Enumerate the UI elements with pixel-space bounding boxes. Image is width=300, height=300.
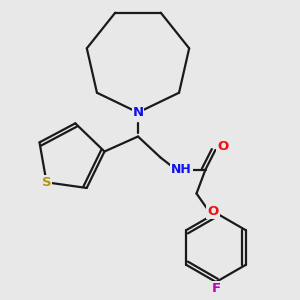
Text: N: N [132,106,144,119]
Text: F: F [212,282,220,295]
Text: S: S [42,176,51,189]
Text: O: O [217,140,229,154]
Text: O: O [207,205,219,218]
Text: NH: NH [171,163,192,176]
